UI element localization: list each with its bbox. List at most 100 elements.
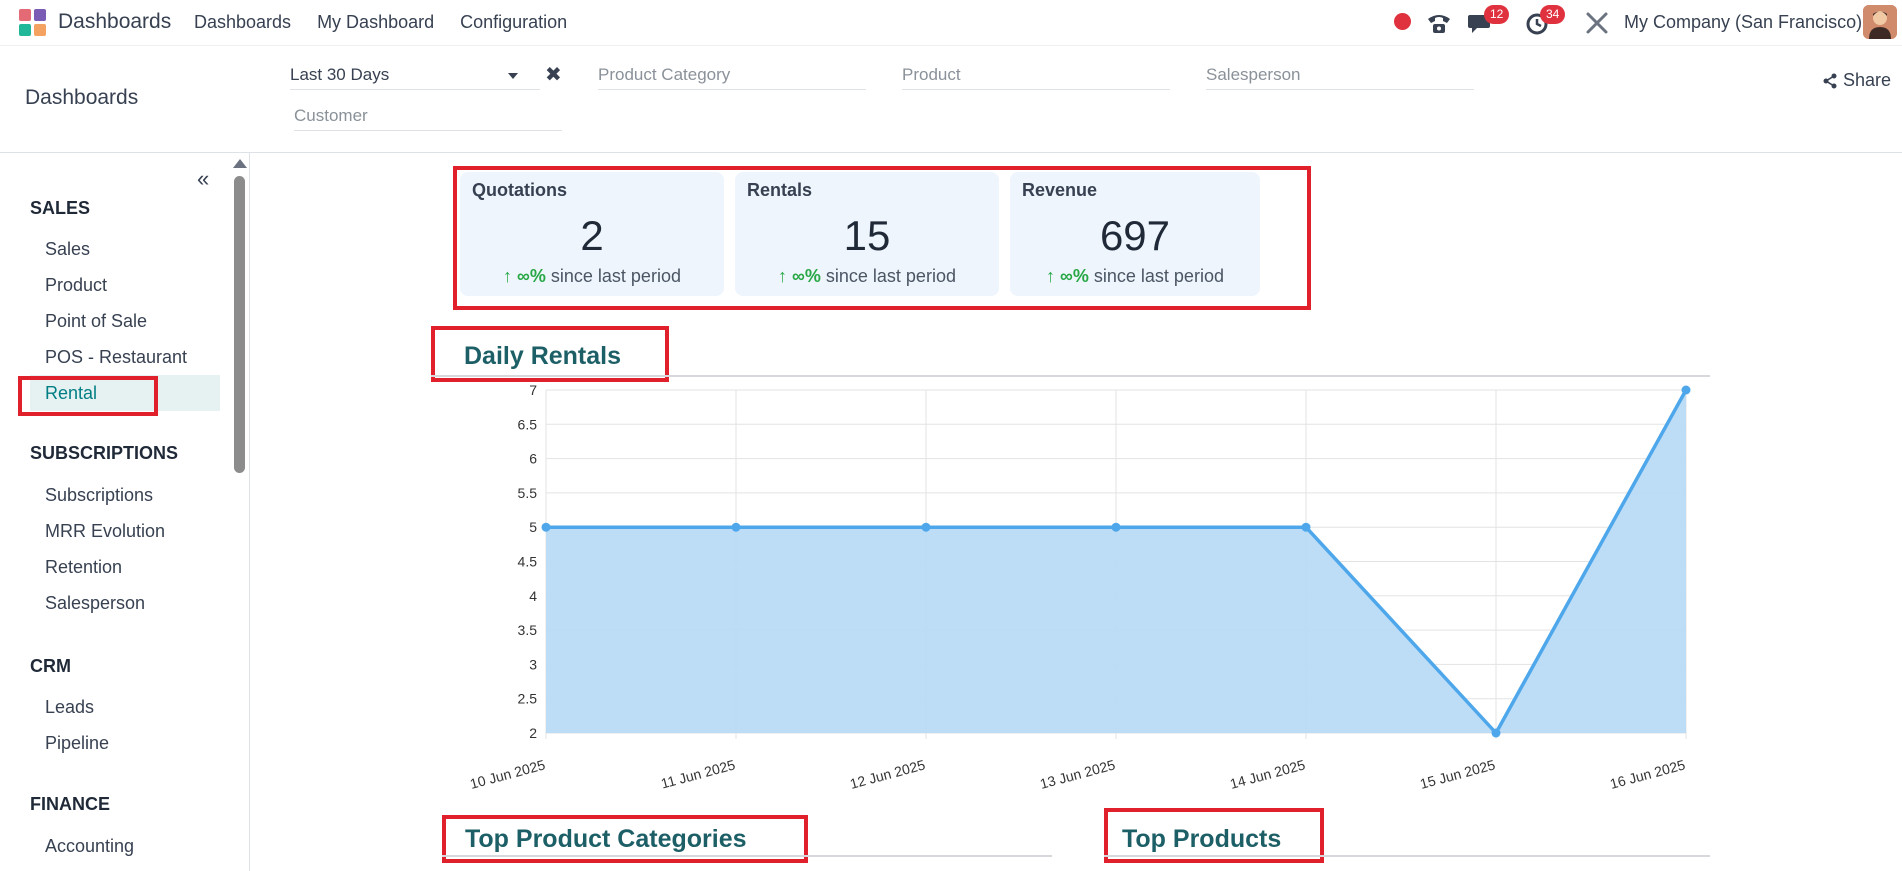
y-tick-label: 7 bbox=[529, 382, 537, 398]
data-point[interactable] bbox=[921, 522, 931, 532]
daily-rentals-chart[interactable]: 7 6.5 6 5.5 5 4.5 4 3.5 3 2.5 2 10 Jun 2025 11 Jun 2… bbox=[450, 380, 1700, 800]
period-filter-value: Last 30 Days bbox=[290, 65, 390, 84]
product-placeholder: Product bbox=[902, 65, 961, 84]
x-tick-label: 11 Jun 2025 bbox=[659, 756, 737, 791]
sidebar-item-salesperson[interactable]: Salesperson bbox=[45, 593, 146, 613]
x-tick-label: 14 Jun 2025 bbox=[1228, 756, 1307, 791]
activities-badge: 34 bbox=[1540, 5, 1566, 24]
y-tick-label: 4 bbox=[529, 588, 537, 604]
data-point[interactable] bbox=[731, 522, 741, 532]
data-point[interactable] bbox=[1111, 522, 1121, 532]
area-fill bbox=[546, 390, 1686, 733]
salesperson-filter[interactable]: Salesperson bbox=[1206, 60, 1474, 90]
sidebar-item-mrr-evolution[interactable]: MRR Evolution bbox=[45, 521, 166, 541]
top-products-separator bbox=[1104, 855, 1710, 857]
product-filter[interactable]: Product bbox=[902, 60, 1170, 90]
section-title-top-product-categories: Top Product Categories bbox=[465, 825, 747, 853]
data-point[interactable] bbox=[541, 522, 551, 532]
apps-grid-icon[interactable] bbox=[18, 8, 48, 38]
kpi-card-quotations[interactable]: Quotations 2 ↑ ∞% since last period bbox=[460, 172, 724, 296]
data-point[interactable] bbox=[1681, 385, 1691, 395]
period-filter[interactable]: Last 30 Days bbox=[290, 60, 540, 90]
y-tick-label: 5.5 bbox=[518, 485, 538, 501]
kpi-delta: ↑ ∞% since last period bbox=[735, 266, 999, 287]
section-crm: CRM bbox=[30, 656, 71, 676]
data-point[interactable] bbox=[1301, 522, 1311, 532]
kpi-delta-percent: ∞% bbox=[1060, 266, 1089, 286]
sidebar-item-sales[interactable]: Sales bbox=[45, 239, 91, 259]
y-tick-label: 3 bbox=[529, 656, 537, 672]
salesperson-placeholder: Salesperson bbox=[1206, 65, 1301, 84]
customer-filter[interactable]: Customer bbox=[294, 101, 562, 131]
y-tick-label: 5 bbox=[529, 519, 537, 535]
share-label: Share bbox=[1843, 70, 1892, 90]
kpi-delta-percent: ∞% bbox=[792, 266, 821, 286]
section-title-daily-rentals: Daily Rentals bbox=[464, 342, 622, 370]
sidebar-item-pipeline[interactable]: Pipeline bbox=[45, 733, 110, 753]
menu-dashboards[interactable]: Dashboards bbox=[194, 12, 292, 32]
sidebar-item-rental[interactable]: Rental bbox=[45, 383, 98, 403]
sidebar-item-pos-restaurant[interactable]: POS - Restaurant bbox=[45, 347, 188, 367]
menu-configuration[interactable]: Configuration bbox=[460, 12, 568, 32]
scroll-up-arrow[interactable] bbox=[233, 159, 247, 168]
kpi-delta-suffix: since last period bbox=[550, 266, 681, 286]
sidebar-item-subscriptions[interactable]: Subscriptions bbox=[45, 485, 154, 505]
kpi-title: Rentals bbox=[747, 180, 813, 200]
rental-highlight-box bbox=[18, 376, 158, 416]
sidebar-scrollbar[interactable] bbox=[234, 176, 245, 473]
arrow-up-icon: ↑ bbox=[1046, 266, 1056, 286]
section-subscriptions: SUBSCRIPTIONS bbox=[30, 443, 179, 463]
product-category-filter[interactable]: Product Category bbox=[598, 60, 866, 90]
y-tick-label: 4.5 bbox=[518, 554, 538, 570]
y-tick-label: 3.5 bbox=[518, 622, 538, 638]
share-icon bbox=[1823, 73, 1837, 88]
section-title-top-products: Top Products bbox=[1122, 825, 1282, 853]
kpi-delta-suffix: since last period bbox=[825, 266, 956, 286]
record-icon[interactable] bbox=[1394, 13, 1411, 30]
kpi-delta-suffix: since last period bbox=[1093, 266, 1224, 286]
kpi-value: 2 bbox=[580, 212, 604, 259]
top-categories-separator bbox=[442, 855, 1052, 857]
kpi-delta: ↑ ∞% since last period bbox=[1010, 266, 1260, 287]
section-finance: FINANCE bbox=[30, 794, 110, 814]
phone-icon[interactable] bbox=[1425, 9, 1453, 37]
kpi-value: 697 bbox=[1099, 212, 1171, 259]
x-tick-label: 15 Jun 2025 bbox=[1418, 756, 1497, 791]
clear-filter-icon[interactable]: ✖ bbox=[545, 64, 562, 86]
kpi-delta: ↑ ∞% since last period bbox=[460, 266, 724, 287]
arrow-up-icon: ↑ bbox=[778, 266, 788, 286]
x-tick-label: 12 Jun 2025 bbox=[848, 756, 927, 791]
sidebar-item-product[interactable]: Product bbox=[45, 275, 108, 295]
kpi-card-rentals[interactable]: Rentals 15 ↑ ∞% since last period bbox=[735, 172, 999, 296]
arrow-up-icon: ↑ bbox=[503, 266, 513, 286]
customer-placeholder: Customer bbox=[294, 106, 368, 125]
top-navbar: Dashboards Dashboards My Dashboard Confi… bbox=[0, 0, 1902, 46]
tools-icon[interactable] bbox=[1583, 9, 1611, 37]
kpi-title: Revenue bbox=[1022, 180, 1098, 200]
data-point[interactable] bbox=[1491, 728, 1501, 738]
share-button[interactable]: Share bbox=[1822, 70, 1891, 91]
kpi-card-revenue[interactable]: Revenue 697 ↑ ∞% since last period bbox=[1010, 172, 1260, 296]
menu-my-dashboard[interactable]: My Dashboard bbox=[317, 12, 435, 32]
kpi-highlight-box bbox=[453, 166, 1311, 310]
sidebar-item-point-of-sale[interactable]: Point of Sale bbox=[45, 311, 148, 331]
sidebar-item-retention[interactable]: Retention bbox=[45, 557, 123, 577]
main-menu: Dashboards My Dashboard Configuration bbox=[194, 12, 567, 33]
user-avatar[interactable] bbox=[1863, 5, 1897, 39]
kpi-delta-percent: ∞% bbox=[517, 266, 546, 286]
top-products-highlight-box bbox=[1104, 808, 1324, 863]
clock-icon[interactable] bbox=[1524, 9, 1552, 37]
daily-rentals-highlight-box bbox=[431, 326, 669, 382]
page-title: Dashboards bbox=[25, 86, 139, 109]
app-name[interactable]: Dashboards bbox=[58, 10, 172, 33]
collapse-sidebar-icon[interactable]: « bbox=[197, 166, 210, 191]
product-category-placeholder: Product Category bbox=[598, 65, 731, 84]
kpi-value: 15 bbox=[843, 212, 891, 259]
active-item-background bbox=[30, 375, 220, 411]
sidebar-item-accounting[interactable]: Accounting bbox=[45, 836, 135, 856]
company-switcher[interactable]: My Company (San Francisco) bbox=[1624, 12, 1863, 32]
y-tick-label: 2 bbox=[529, 725, 537, 741]
y-tick-label: 6 bbox=[529, 451, 537, 467]
x-tick-label: 10 Jun 2025 bbox=[468, 756, 547, 791]
sidebar-item-leads[interactable]: Leads bbox=[45, 697, 95, 717]
